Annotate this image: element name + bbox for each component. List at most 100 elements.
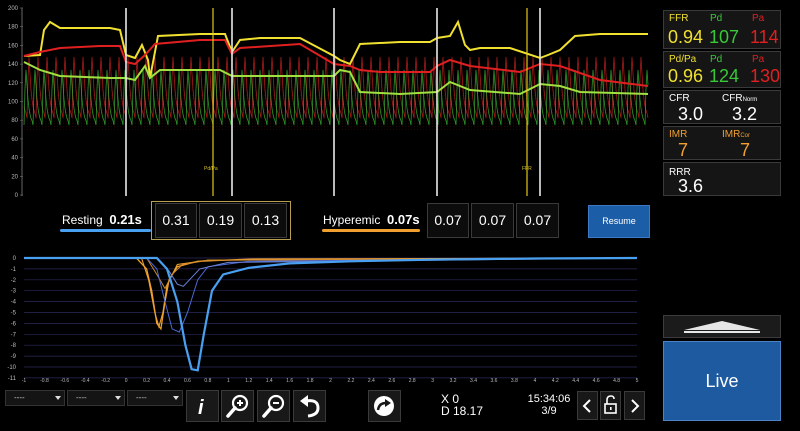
pressure-y-tick: 40 xyxy=(11,156,18,162)
thermo-y-tick: 0 xyxy=(13,256,17,262)
thermo-x-tick: 2.4 xyxy=(368,378,375,384)
expand-panel-button[interactable] xyxy=(663,315,781,338)
pdpa-tile: Pd/Pa Pd Pa 0.96 124 130 xyxy=(663,51,781,88)
zoom-out-button[interactable] xyxy=(257,390,290,422)
rrr-label: RRR xyxy=(669,167,691,178)
pressure-y-tick: 180 xyxy=(8,25,19,31)
pdpa-pd-value: 124 xyxy=(709,66,740,86)
info-button[interactable]: i xyxy=(186,390,219,422)
thermo-y-tick: -7 xyxy=(11,332,17,338)
ffr-label: FFR xyxy=(669,13,689,24)
thermo-grid xyxy=(24,257,637,379)
imr-cor-value: 7 xyxy=(740,140,751,160)
chevron-right-icon xyxy=(631,399,640,413)
hyperemic-value-3[interactable]: 0.07 xyxy=(516,203,559,238)
thermo-x-tick: 0.2 xyxy=(143,378,150,384)
thermo-x-tick: 5 xyxy=(636,378,639,384)
thermo-x-tick: 1.8 xyxy=(307,378,314,384)
resume-button[interactable]: Resume xyxy=(588,205,650,238)
resting-legend-line xyxy=(60,229,151,232)
svg-text:i: i xyxy=(198,397,204,419)
thermo-x-tick: -0.8 xyxy=(40,378,49,384)
thermo-x-tick: -0.6 xyxy=(61,378,70,384)
ffr-tile: FFR Pd Pa 0.94 107 114 xyxy=(663,10,781,49)
chevron-up-icon xyxy=(684,321,760,333)
resting-values-frame xyxy=(151,201,291,240)
resting-value-2[interactable]: 0.19 xyxy=(199,203,242,238)
imr-cor-label: IMRCor xyxy=(722,129,751,140)
hyperemic-label: Hyperemic xyxy=(323,213,381,227)
hyperemic-value-2[interactable]: 0.07 xyxy=(471,203,514,238)
event-markers xyxy=(125,8,541,196)
cursor-x-readout: X 0 xyxy=(441,392,460,406)
filter-dropdown-2[interactable]: ---- xyxy=(67,390,125,406)
rrr-tile: RRR 3.6 xyxy=(663,162,781,196)
pressure-y-tick: 0 xyxy=(15,193,19,199)
ffr-pa-value: 114 xyxy=(750,27,779,47)
thermo-x-tick: -0.2 xyxy=(101,378,110,384)
timestamp: 15:34:06 xyxy=(527,393,571,405)
imr-value: 7 xyxy=(678,140,689,160)
pressure-y-tick: 140 xyxy=(8,62,19,68)
filter-dropdown-3[interactable]: ---- xyxy=(127,390,183,406)
cfr-norm-label: CFRNorm xyxy=(722,93,758,104)
undo-button[interactable] xyxy=(293,390,326,422)
thermo-x-tick: 2.8 xyxy=(409,378,416,384)
info-icon: i xyxy=(198,397,204,419)
share-button[interactable] xyxy=(368,390,401,422)
thermo-x-tick: 3 xyxy=(431,378,434,384)
resting-mean: 0.21s xyxy=(109,212,142,227)
thermo-x-tick: 3.2 xyxy=(450,378,457,384)
imr-label: IMR xyxy=(669,129,688,140)
thermo-curves xyxy=(24,256,638,372)
thermo-x-tick: -0.4 xyxy=(81,378,90,384)
thermo-x-tick: 1.6 xyxy=(286,378,293,384)
thermo-x-tick: 2.6 xyxy=(388,378,395,384)
undo-icon xyxy=(300,395,320,418)
thermodilution-chart: 0 -1 -2 -3 -4 -5 -6 -7 -8 -9 -10 -11 -1 -0.8 -0.6 -0.4… xyxy=(7,256,639,384)
cfr-value: 3.0 xyxy=(678,104,704,124)
thermo-y-tick: -9 xyxy=(11,354,17,360)
resting-value-3[interactable]: 0.13 xyxy=(244,203,287,238)
thermo-y-tick: -6 xyxy=(11,321,17,327)
hyperemic-row-label: Hyperemic 0.07s xyxy=(323,212,420,227)
thermo-x-tick: 3.6 xyxy=(490,378,497,384)
pdpa-pa-value: 130 xyxy=(750,66,781,86)
pressure-y-tick: 120 xyxy=(8,81,19,87)
lock-button[interactable] xyxy=(600,391,621,420)
thermo-x-tick: 0.4 xyxy=(164,378,171,384)
rrr-value: 3.6 xyxy=(678,176,704,196)
thermo-y-tick: -1 xyxy=(11,267,17,273)
live-button[interactable]: Live xyxy=(663,341,781,421)
imr-tile: IMR IMRCor 7 7 xyxy=(663,126,781,160)
hyperemic-value-1[interactable]: 0.07 xyxy=(427,203,469,238)
filter-dropdown-1[interactable]: ---- xyxy=(5,390,65,406)
chevron-down-icon xyxy=(115,396,121,400)
chevron-down-icon xyxy=(55,396,61,400)
pdpa-label: Pd/Pa xyxy=(669,54,697,65)
cfr-norm-value: 3.2 xyxy=(732,104,758,124)
thermo-y-tick: -4 xyxy=(11,300,17,306)
thermo-x-tick: 3.4 xyxy=(470,378,477,384)
thermo-y-tick: -11 xyxy=(8,376,17,382)
thermo-x-tick: 3.8 xyxy=(511,378,518,384)
cfr-tile: CFR CFRNorm 3.0 3.2 xyxy=(663,90,781,124)
share-icon xyxy=(374,396,394,416)
pdpa-pd-label: Pd xyxy=(710,54,723,65)
next-button[interactable] xyxy=(624,391,645,420)
thermo-x-tick: 4.2 xyxy=(552,378,559,384)
page-indicator: 3/9 xyxy=(541,405,557,417)
thermo-x-tick: 1 xyxy=(227,378,230,384)
marker-label-pdpa: Pd/Pa xyxy=(204,166,218,172)
pressure-y-tick: 200 xyxy=(8,6,19,12)
pressure-y-tick: 160 xyxy=(8,43,19,49)
zoom-in-button[interactable] xyxy=(221,390,254,422)
ffr-pd-label: Pd xyxy=(710,13,723,24)
previous-button[interactable] xyxy=(577,391,598,420)
resting-value-1[interactable]: 0.31 xyxy=(155,203,197,238)
resting-label: Resting xyxy=(62,213,103,227)
ffr-value: 0.94 xyxy=(668,27,704,47)
hyperemic-legend-line xyxy=(322,229,420,232)
cursor-d-readout: D 18.17 xyxy=(441,404,484,418)
